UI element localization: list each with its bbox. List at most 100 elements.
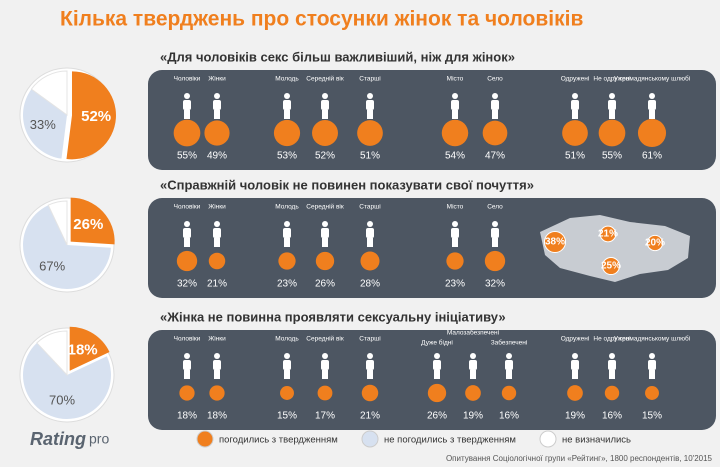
question: «Для чоловіків секс більш важливіший, ні… [160,49,515,64]
bubble [482,120,508,146]
bubble [501,385,517,401]
icon [367,238,373,247]
map-value: 25% [601,261,621,272]
icon [322,353,328,359]
item-value: 21% [360,411,380,422]
bubble [179,385,195,401]
icon [284,93,290,99]
icon [284,221,290,227]
item-value: 61% [642,151,662,162]
icon [284,353,290,359]
pie-disagree [22,342,111,420]
bubble [567,385,583,401]
item-label: Село [487,204,503,211]
icon [367,110,373,119]
item-value: 47% [485,151,505,162]
legend-swatch [539,430,557,448]
pie-agree [66,71,116,160]
icon [213,360,221,370]
pie-agree [69,326,110,371]
icon [609,93,615,99]
icon [470,370,476,379]
legend-swatch [361,430,379,448]
icon [506,353,512,359]
bubble [604,385,620,401]
icon [648,100,656,110]
pie-undecided [36,330,68,377]
bubble [361,384,379,402]
item-label: Жінки [208,203,226,211]
item-label: Молодь [275,204,299,211]
item-label: Одружені [561,75,590,83]
bubble [465,385,481,401]
item-value: 19% [463,411,483,422]
icon [492,110,498,119]
item-label: Не одружені [593,335,630,343]
icon [572,110,578,119]
legend-label: не визначились [562,435,631,446]
icon [213,228,221,238]
item-value: 26% [427,411,447,422]
icon [470,353,476,359]
item-label: Середній вік [306,75,344,83]
bubble [441,119,469,147]
map-bubble [601,256,621,276]
icon [367,93,373,99]
logo-sub: pro [89,431,109,447]
bubble [204,120,230,146]
bubble [315,251,335,271]
icon [649,370,655,379]
icon [184,370,190,379]
map-bubble [543,230,567,254]
legend-swatch [196,430,214,448]
icon [322,93,328,99]
icon [321,100,329,110]
pie-undecided [30,70,68,116]
icon [571,100,579,110]
item-value: 32% [485,279,505,290]
bubble [484,250,506,272]
item-value: 23% [277,279,297,290]
item-label: Забезпечені [491,339,528,347]
icon [214,221,220,227]
icon [214,370,220,379]
pie-disagree-label: 33% [30,117,56,132]
question: «Справжній чоловік не повинен показувати… [160,177,534,192]
bubble [357,120,383,146]
icon [213,100,221,110]
map-value: 20% [645,238,665,249]
icon [433,360,441,370]
pie-disagree-label: 67% [39,258,65,273]
icon [572,93,578,99]
item-value: 17% [315,411,335,422]
item-value: 52% [315,151,335,162]
item-value: 32% [177,279,197,290]
item-value: 16% [602,411,622,422]
item-value: 53% [277,151,297,162]
item-label: Молодь [275,336,299,343]
item-label: Жінки [208,75,226,83]
item-value: 15% [277,411,297,422]
bubble [360,251,380,271]
icon [367,353,373,359]
item-label: Старші [359,203,381,211]
pie-disagree-label: 70% [49,392,75,407]
pie-agree-label: 52% [81,108,111,125]
icon [367,221,373,227]
item-label: Молодь [275,76,299,83]
icon [571,360,579,370]
item-value: 51% [360,151,380,162]
item-label: Дуже бідні [421,339,453,347]
icon [492,93,498,99]
item-value: 49% [207,151,227,162]
map-shape [540,215,690,282]
map-value: 21% [598,229,618,240]
icon [609,370,615,379]
icon [284,110,290,119]
item-value: 26% [315,279,335,290]
item-value: 18% [207,411,227,422]
item-label: Чоловіки [174,203,201,211]
icon [321,360,329,370]
item-label: Місто [447,203,464,211]
icon [283,228,291,238]
